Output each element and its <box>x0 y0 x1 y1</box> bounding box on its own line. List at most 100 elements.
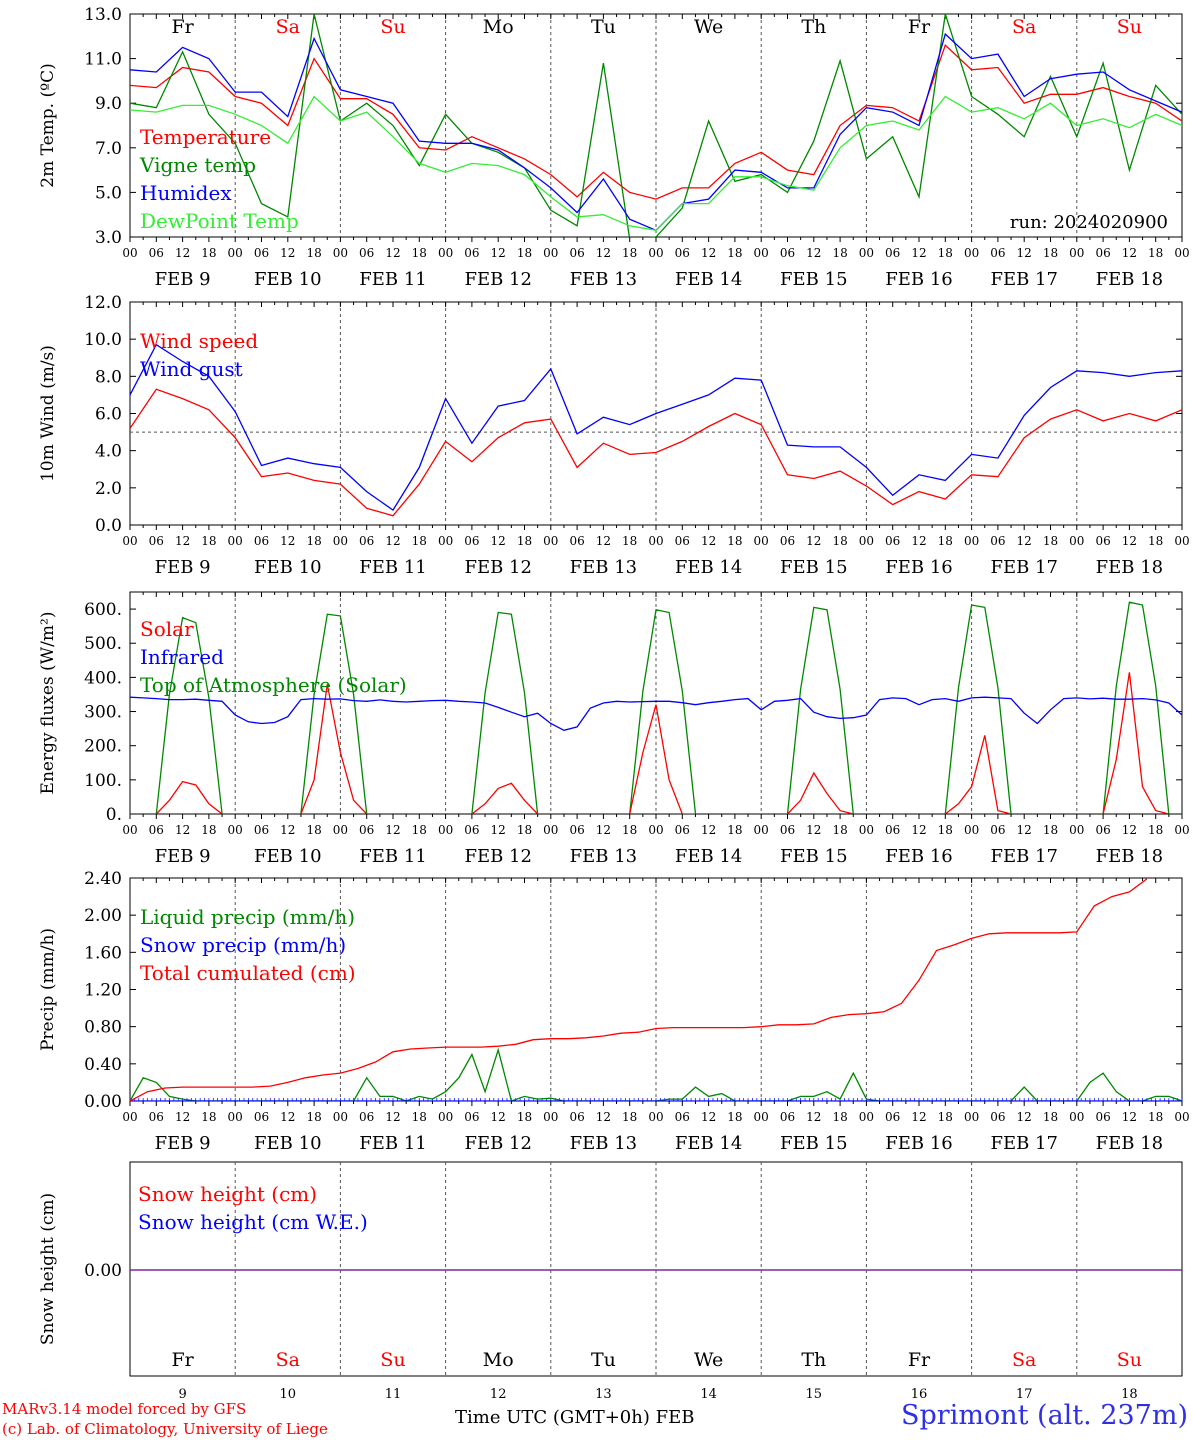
precip-hour-label: 06 <box>675 1110 690 1124</box>
snow-y-axis-label: Snow height (cm) <box>38 1193 58 1345</box>
precip-hour-label: 06 <box>359 1110 374 1124</box>
wind-hour-label: 18 <box>201 534 216 548</box>
energy-hour-label: 12 <box>280 823 295 837</box>
precip-series-line <box>130 1047 1182 1101</box>
wind-hour-label: 06 <box>149 534 164 548</box>
energy-hour-label: 00 <box>228 823 243 837</box>
temp-series-line <box>130 95 1182 231</box>
precip-hour-label: 18 <box>517 1110 532 1124</box>
precip-hour-label: 00 <box>648 1110 663 1124</box>
precip-hour-label: 00 <box>1174 1110 1189 1124</box>
snow-weekday-label: Su <box>380 1349 405 1371</box>
energy-date-label: FEB 12 <box>464 846 531 867</box>
wind-hour-label: 06 <box>885 534 900 548</box>
energy-hour-label: 12 <box>385 823 400 837</box>
energy-hour-label: 18 <box>832 823 847 837</box>
precip-date-label: FEB 15 <box>780 1133 847 1154</box>
temp-hour-label: 00 <box>1174 246 1189 260</box>
precip-hour-label: 00 <box>1069 1110 1084 1124</box>
temp-hour-label: 00 <box>438 246 453 260</box>
energy-hour-label: 06 <box>675 823 690 837</box>
precip-date-label: FEB 10 <box>254 1133 321 1154</box>
temp-hour-label: 00 <box>543 246 558 260</box>
temp-hour-label: 12 <box>911 246 926 260</box>
temp-hour-label: 00 <box>648 246 663 260</box>
wind-y-axis-label: 10m Wind (m/s) <box>38 345 58 482</box>
wind-hour-label: 06 <box>675 534 690 548</box>
temp-y-tick-label: 7.0 <box>95 139 122 159</box>
temp-y-tick-label: 13.0 <box>84 5 122 25</box>
energy-date-label: FEB 10 <box>254 846 321 867</box>
energy-y-tick-label: 200. <box>84 737 122 757</box>
temp-series-line <box>130 14 1182 237</box>
temp-weekday-label: Sa <box>276 16 300 38</box>
precip-y-tick-label: 2.00 <box>84 906 122 926</box>
snow-day-number: 12 <box>490 1387 507 1402</box>
energy-hour-label: 06 <box>464 823 479 837</box>
wind-series-line <box>130 343 1182 512</box>
precip-hour-label: 18 <box>622 1110 637 1124</box>
temp-hour-label: 18 <box>727 246 742 260</box>
precip-hour-label: 12 <box>911 1110 926 1124</box>
snow-day-number: 9 <box>178 1387 186 1402</box>
wind-legend-entry: Wind speed <box>140 329 258 353</box>
precip-hour-label: 00 <box>859 1110 874 1124</box>
temp-hour-label: 06 <box>1095 246 1110 260</box>
station-name: Sprimont (alt. 237m) <box>901 1400 1188 1431</box>
temp-hour-label: 00 <box>859 246 874 260</box>
temp-date-label: FEB 17 <box>990 269 1057 290</box>
temp-hour-label: 12 <box>701 246 716 260</box>
energy-hour-label: 18 <box>412 823 427 837</box>
precip-series-line <box>130 878 1148 1101</box>
wind-date-label: FEB 18 <box>1096 557 1163 578</box>
wind-hour-label: 06 <box>569 534 584 548</box>
energy-hour-label: 12 <box>596 823 611 837</box>
wind-hour-label: 12 <box>175 534 190 548</box>
wind-hour-label: 00 <box>122 534 137 548</box>
energy-hour-label: 00 <box>333 823 348 837</box>
model-credit: MARv3.14 model forced by GFS <box>2 1400 247 1418</box>
energy-hour-label: 18 <box>938 823 953 837</box>
wind-hour-label: 12 <box>701 534 716 548</box>
wind-hour-label: 18 <box>938 534 953 548</box>
energy-date-label: FEB 11 <box>359 846 426 867</box>
energy-hour-label: 00 <box>859 823 874 837</box>
wind-hour-label: 00 <box>438 534 453 548</box>
precip-hour-label: 06 <box>464 1110 479 1124</box>
snow-y-tick-label: 0.00 <box>84 1261 122 1281</box>
temp-legend-entry: Temperature <box>140 125 271 149</box>
energy-hour-label: 12 <box>175 823 190 837</box>
energy-hour-label: 00 <box>438 823 453 837</box>
temp-legend-entry: Humidex <box>140 181 232 205</box>
wind-hour-label: 06 <box>359 534 374 548</box>
temp-date-label: FEB 13 <box>570 269 637 290</box>
energy-date-label: FEB 9 <box>155 846 211 867</box>
precip-hour-label: 00 <box>964 1110 979 1124</box>
snow-legend-entry: Snow height (cm W.E.) <box>138 1210 368 1234</box>
wind-hour-label: 00 <box>1174 534 1189 548</box>
wind-hour-label: 00 <box>333 534 348 548</box>
temp-weekday-label: Su <box>1117 16 1142 38</box>
energy-hour-label: 06 <box>149 823 164 837</box>
precip-hour-label: 06 <box>569 1110 584 1124</box>
temp-weekday-label: Fr <box>908 16 931 38</box>
wind-hour-label: 00 <box>228 534 243 548</box>
wind-date-label: FEB 16 <box>885 557 952 578</box>
wind-hour-label: 18 <box>622 534 637 548</box>
wind-hour-label: 12 <box>1017 534 1032 548</box>
temp-hour-label: 18 <box>622 246 637 260</box>
snow-weekday-label: We <box>694 1349 723 1371</box>
snow-day-number: 11 <box>385 1387 402 1402</box>
wind-hour-label: 06 <box>254 534 269 548</box>
lab-credit: (c) Lab. of Climatology, University of L… <box>2 1420 328 1438</box>
temp-y-tick-label: 3.0 <box>95 228 122 248</box>
precip-hour-label: 06 <box>885 1110 900 1124</box>
energy-y-tick-label: 0. <box>106 805 122 825</box>
energy-date-label: FEB 17 <box>990 846 1057 867</box>
temp-hour-label: 18 <box>517 246 532 260</box>
wind-hour-label: 12 <box>1122 534 1137 548</box>
wind-hour-label: 18 <box>727 534 742 548</box>
energy-series-line <box>130 601 1182 814</box>
wind-y-tick-label: 6.0 <box>95 405 122 425</box>
